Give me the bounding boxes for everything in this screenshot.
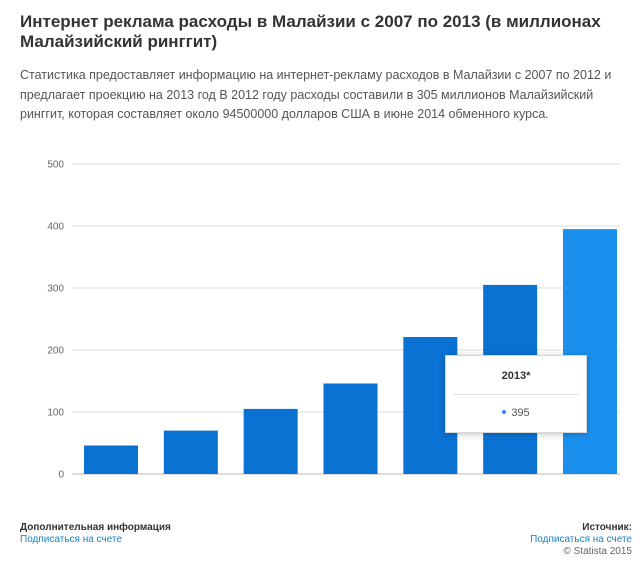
bar-2007[interactable] — [84, 445, 138, 474]
source-heading: Источник: — [582, 522, 632, 533]
y-tick-label: 100 — [47, 408, 64, 419]
y-tick-label: 400 — [47, 222, 64, 233]
chart-description: Статистика предоставляет информацию на и… — [20, 68, 612, 121]
tooltip-value-row: 395 — [446, 407, 586, 419]
y-tick-label: 300 — [47, 284, 64, 295]
y-tick-label: 0 — [58, 470, 64, 481]
tooltip-value: 395 — [511, 407, 530, 419]
chart-title: Интернет реклама расходы в Малайзии с 20… — [20, 12, 601, 51]
additional-info-heading: Дополнительная информация — [20, 522, 171, 533]
bar-2013[interactable] — [563, 229, 617, 474]
tooltip-title: 2013* — [501, 370, 531, 382]
y-tick-label: 500 — [47, 160, 64, 171]
copyright: © Statista 2015 — [563, 546, 632, 557]
series-dot-icon — [502, 410, 507, 415]
y-tick-label: 200 — [47, 346, 64, 357]
bar-2010[interactable] — [323, 383, 378, 474]
tooltip-divider — [454, 394, 578, 395]
source-link[interactable]: Подписаться на счете — [530, 534, 632, 545]
additional-info-link[interactable]: Подписаться на счете — [20, 534, 122, 545]
additional-info: Дополнительная информация Подписаться на… — [20, 522, 171, 546]
tooltip: 2013* 395 — [445, 355, 587, 433]
bar-2009[interactable] — [243, 408, 298, 474]
bar-2008[interactable] — [163, 430, 218, 474]
source-info: Источник: Подписаться на счете © Statist… — [530, 522, 632, 558]
